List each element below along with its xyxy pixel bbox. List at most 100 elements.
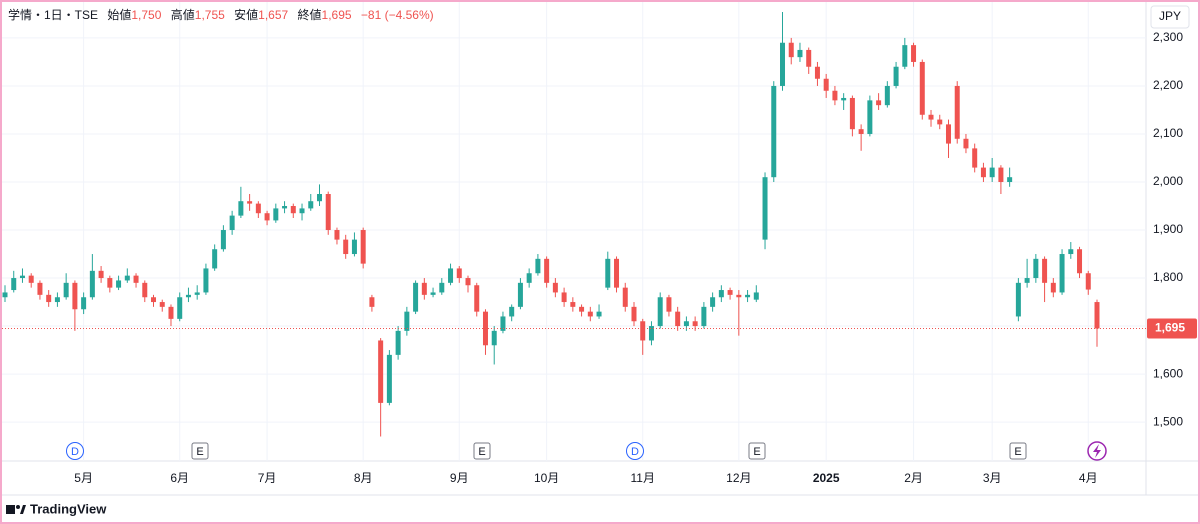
candle-body — [683, 321, 689, 327]
candle-body — [142, 282, 148, 298]
candle-body — [1068, 249, 1074, 255]
event-label: E — [753, 446, 760, 458]
y-tick-label: 2,200 — [1153, 78, 1183, 92]
candle-body — [343, 239, 349, 255]
candle-body — [1085, 273, 1091, 290]
candle-body — [456, 268, 462, 279]
header: 学情・1日・TSE 始値1,750 高値1,755 安値1,657 終値1,69… — [8, 7, 434, 22]
candle-body — [727, 290, 733, 295]
ohlc-label: 始値 — [107, 7, 131, 22]
candle-body — [264, 213, 270, 221]
y-tick-label: 2,100 — [1153, 126, 1183, 140]
candle-body — [151, 297, 157, 303]
x-tick-label: 8月 — [354, 471, 373, 485]
y-tick-label: 1,500 — [1153, 414, 1183, 428]
candle-body — [675, 311, 681, 327]
candle-body — [168, 306, 174, 319]
candle-body — [876, 100, 882, 106]
ohlc-value: 1,755 — [195, 8, 225, 22]
candle-body — [448, 268, 454, 283]
x-tick-label: 5月 — [74, 471, 93, 485]
candle-body — [928, 114, 934, 120]
candle-body — [360, 230, 366, 264]
candle-body — [316, 194, 322, 202]
candle-body — [849, 97, 855, 130]
candle-body — [133, 275, 139, 283]
candle-body — [72, 282, 78, 310]
event-marker — [473, 442, 491, 460]
candle-body — [430, 292, 436, 295]
candle-body — [185, 294, 191, 298]
candle-body — [1007, 177, 1013, 182]
symbol: 学情・1日・TSE — [8, 7, 98, 22]
candle-body — [98, 270, 104, 279]
currency-box — [1150, 5, 1190, 29]
event-label: E — [196, 446, 203, 458]
event-label: D — [631, 446, 639, 458]
candle-body — [282, 206, 288, 209]
candle-body — [823, 78, 829, 91]
candle-body — [159, 302, 165, 307]
candle-body — [194, 292, 200, 295]
candle-body — [701, 306, 707, 327]
candle-body — [1077, 249, 1083, 274]
ohlc-label: 高値 — [171, 7, 195, 22]
candle-body — [657, 297, 663, 327]
candle-body — [814, 66, 820, 79]
candle-body — [37, 282, 43, 295]
candle-body — [63, 282, 69, 298]
event-marker — [1009, 442, 1027, 460]
candle-body — [19, 275, 25, 279]
candle-body — [421, 282, 427, 295]
ohlc-value: 1,695 — [322, 8, 352, 22]
candle-body — [832, 90, 838, 101]
candle-body — [937, 119, 943, 125]
candle-body — [46, 294, 52, 303]
event-icon — [1093, 444, 1101, 458]
ohlc-label: 安値 — [234, 7, 258, 22]
candle-body — [439, 282, 445, 293]
candle-body — [535, 258, 541, 274]
candle-body — [474, 285, 480, 312]
y-tick-label: 2,000 — [1153, 174, 1183, 188]
last-price-box — [1147, 318, 1197, 339]
candle-body — [404, 311, 410, 331]
candle-body — [718, 290, 724, 298]
candle-body — [491, 330, 497, 346]
candle-body — [980, 167, 986, 178]
candle-body — [963, 138, 969, 149]
candle-body — [220, 230, 226, 250]
candle-body — [1033, 258, 1039, 279]
x-tick-label: 9月 — [450, 471, 469, 485]
ohlc-value: 1,750 — [131, 8, 161, 22]
candle-body — [954, 85, 960, 139]
candle-body — [238, 201, 244, 216]
event-marker — [626, 442, 644, 460]
candle-body — [745, 294, 751, 298]
candle-body — [203, 268, 209, 293]
event-marker — [66, 442, 84, 460]
candle-body — [552, 282, 558, 293]
candle-body — [867, 100, 873, 134]
event-label: E — [478, 446, 485, 458]
candle-body — [806, 49, 812, 67]
candle-body — [998, 167, 1004, 182]
candle-body — [858, 129, 864, 134]
y-tick-label: 1,900 — [1153, 222, 1183, 236]
candle-body — [614, 258, 620, 288]
event-marker — [748, 442, 766, 460]
candle-body — [116, 280, 122, 288]
x-tick-label: 4月 — [1079, 471, 1098, 485]
logo — [6, 505, 26, 514]
candle-body — [526, 273, 532, 283]
x-tick-label: 2025 — [813, 471, 840, 485]
x-tick-label: 3月 — [983, 471, 1002, 485]
candle-body — [919, 61, 925, 115]
candle-body — [54, 297, 60, 303]
candle-body — [1050, 282, 1056, 293]
candle-body — [911, 45, 917, 62]
candle-body — [290, 206, 296, 214]
candle-body — [413, 282, 419, 312]
candle-body — [797, 49, 803, 58]
